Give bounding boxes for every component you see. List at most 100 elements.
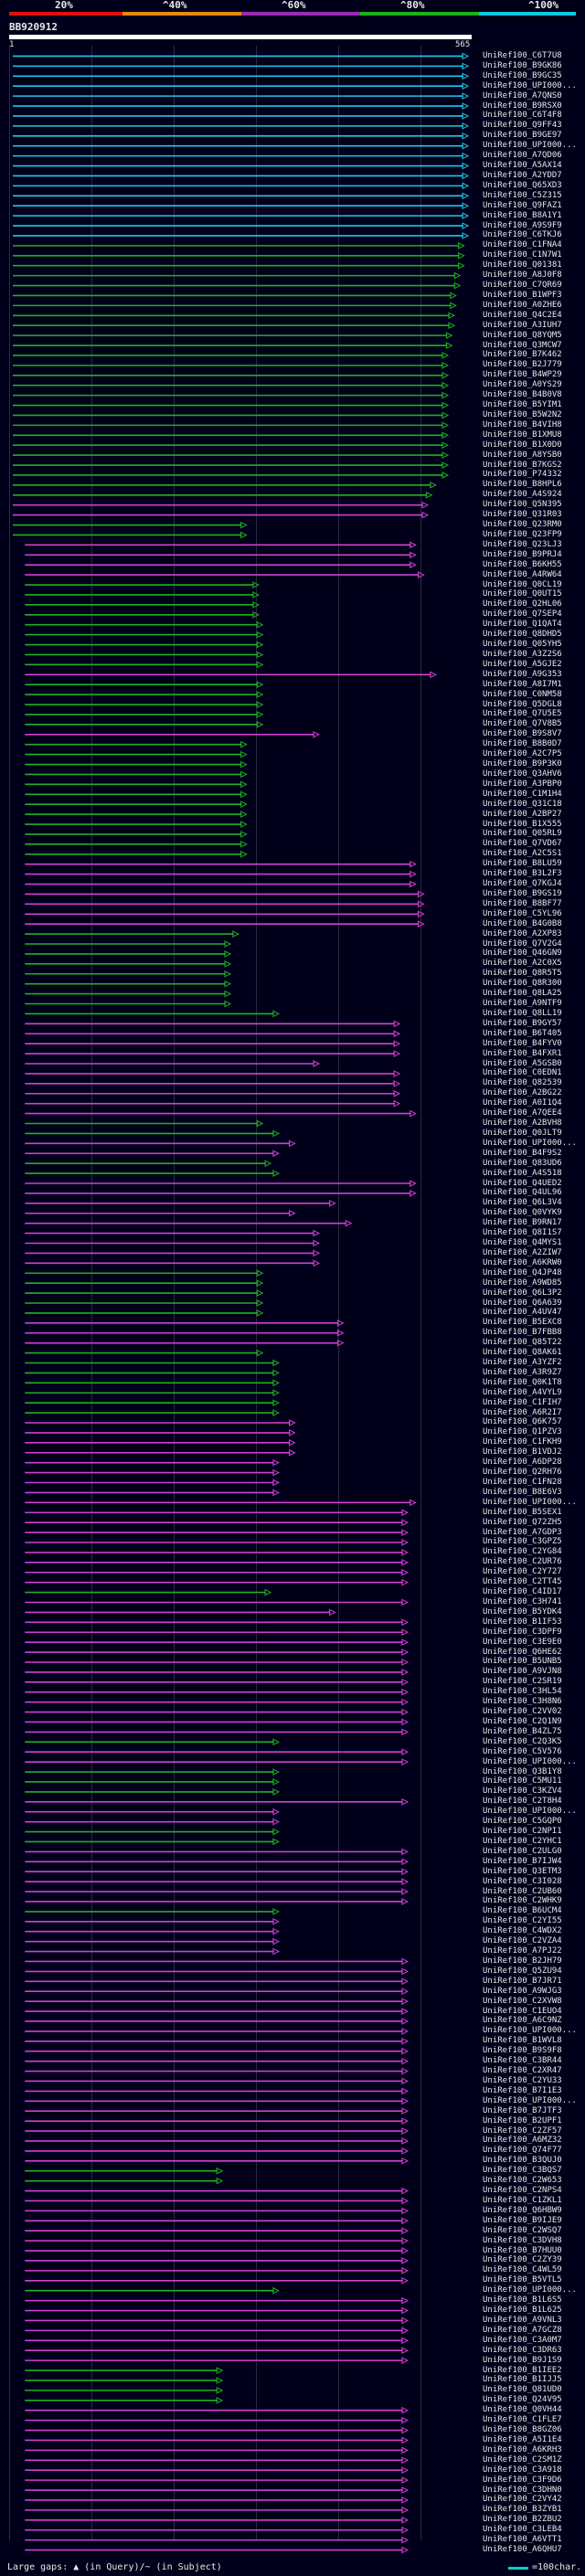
hit-label[interactable]: UniRef100_C1N7W1 <box>483 250 562 260</box>
hit-label[interactable]: UniRef100_C2WHK9 <box>483 1896 562 1906</box>
hit-label[interactable]: UniRef100_C2NPI1 <box>483 1827 562 1837</box>
hit-label[interactable]: UniRef100_A0ZHE6 <box>483 300 562 310</box>
hit-label[interactable]: UniRef100_B1WPF3 <box>483 290 562 300</box>
hit-label[interactable]: UniRef100_C0EDN1 <box>483 1068 562 1078</box>
hit-label[interactable]: UniRef100_A5I1E4 <box>483 2434 562 2444</box>
hit-label[interactable]: UniRef100_A2YDD7 <box>483 170 562 180</box>
hit-label[interactable]: UniRef100_A5GSB0 <box>483 1058 562 1068</box>
hit-label[interactable]: UniRef100_B5W2N2 <box>483 409 562 419</box>
hit-label[interactable]: UniRef100_A4VYL9 <box>483 1387 562 1397</box>
hit-label[interactable]: UniRef100_UPI000... <box>483 80 577 90</box>
hit-label[interactable]: UniRef100_B5EXC8 <box>483 1318 562 1328</box>
hit-label[interactable]: UniRef100_Q1PZV3 <box>483 1427 562 1437</box>
hit-label[interactable]: UniRef100_C4WL59 <box>483 2265 562 2275</box>
hit-label[interactable]: UniRef100_A6DP28 <box>483 1458 562 1468</box>
hit-label[interactable]: UniRef100_UPI000... <box>483 1138 577 1148</box>
hit-label[interactable]: UniRef100_C2NPS4 <box>483 2186 562 2196</box>
hit-label[interactable]: UniRef100_C3F9D6 <box>483 2475 562 2485</box>
hit-label[interactable]: UniRef100_A9WD85 <box>483 1277 562 1288</box>
hit-label[interactable]: UniRef100_Q24V95 <box>483 2395 562 2405</box>
hit-label[interactable]: UniRef100_A9NTF9 <box>483 999 562 1008</box>
hit-label[interactable]: UniRef100_Q7VD67 <box>483 839 562 849</box>
hit-label[interactable]: UniRef100_Q01381 <box>483 260 562 270</box>
hit-label[interactable]: UniRef100_B4F9S2 <box>483 1148 562 1158</box>
hit-label[interactable]: UniRef100_P74332 <box>483 470 562 480</box>
hit-label[interactable]: UniRef100_A4UV47 <box>483 1308 562 1318</box>
hit-label[interactable]: UniRef100_B7FBB8 <box>483 1328 562 1338</box>
hit-label[interactable]: UniRef100_A5GJE2 <box>483 659 562 669</box>
hit-label[interactable]: UniRef100_Q0UT15 <box>483 589 562 599</box>
hit-label[interactable]: UniRef100_B7KGS2 <box>483 460 562 470</box>
hit-label[interactable]: UniRef100_C1M1H4 <box>483 789 562 799</box>
hit-label[interactable]: UniRef100_C3HL54 <box>483 1687 562 1697</box>
hit-label[interactable]: UniRef100_B8A1Y1 <box>483 210 562 220</box>
hit-label[interactable]: UniRef100_C3BR44 <box>483 2056 562 2066</box>
hit-label[interactable]: UniRef100_A6VTT1 <box>483 2535 562 2545</box>
hit-label[interactable]: UniRef100_Q4UL96 <box>483 1188 562 1198</box>
hit-label[interactable]: UniRef100_B4G0B8 <box>483 918 562 928</box>
hit-label[interactable]: UniRef100_UPI000... <box>483 141 577 151</box>
hit-label[interactable]: UniRef100_C2XR47 <box>483 2066 562 2076</box>
hit-label[interactable]: UniRef100_C3LEB4 <box>483 2525 562 2535</box>
hit-label[interactable]: UniRef100_C1FIH7 <box>483 1397 562 1407</box>
hit-label[interactable]: UniRef100_C1ZKL1 <box>483 2195 562 2205</box>
hit-label[interactable]: UniRef100_B4WP29 <box>483 370 562 380</box>
hit-label[interactable]: UniRef100_A6MZ32 <box>483 2136 562 2146</box>
hit-label[interactable]: UniRef100_B9RSX0 <box>483 101 562 111</box>
hit-label[interactable]: UniRef100_C7QR69 <box>483 281 562 291</box>
hit-label[interactable]: UniRef100_C2Y727 <box>483 1567 562 1577</box>
hit-label[interactable]: UniRef100_B1X555 <box>483 819 562 829</box>
hit-label[interactable]: UniRef100_A2BVH8 <box>483 1118 562 1128</box>
hit-label[interactable]: UniRef100_Q23RM0 <box>483 520 562 530</box>
hit-label[interactable]: UniRef100_Q05RL9 <box>483 829 562 839</box>
hit-label[interactable]: UniRef100_A7PJ22 <box>483 1946 562 1956</box>
hit-label[interactable]: UniRef100_B5SEX1 <box>483 1507 562 1517</box>
hit-label[interactable]: UniRef100_B1WVL8 <box>483 2036 562 2046</box>
hit-label[interactable]: UniRef100_Q05YH5 <box>483 640 562 650</box>
hit-label[interactable]: UniRef100_Q7SEP4 <box>483 610 562 620</box>
hit-label[interactable]: UniRef100_C5V576 <box>483 1746 562 1756</box>
hit-label[interactable]: UniRef100_Q8LL19 <box>483 1008 562 1018</box>
hit-label[interactable]: UniRef100_A9WJG3 <box>483 1986 562 1996</box>
hit-label[interactable]: UniRef100_C1FKH9 <box>483 1437 562 1447</box>
hit-label[interactable]: UniRef100_Q8R300 <box>483 979 562 989</box>
hit-label[interactable]: UniRef100_B3L2F3 <box>483 869 562 879</box>
hit-label[interactable]: UniRef100_C3KZV4 <box>483 1786 562 1797</box>
hit-label[interactable]: UniRef100_Q31C18 <box>483 799 562 809</box>
hit-label[interactable]: UniRef100_B8BF77 <box>483 898 562 908</box>
hit-label[interactable]: UniRef100_Q5N395 <box>483 500 562 510</box>
hit-label[interactable]: UniRef100_B9PRJ4 <box>483 549 562 559</box>
hit-label[interactable]: UniRef100_Q6K757 <box>483 1417 562 1427</box>
hit-label[interactable]: UniRef100_C2UB60 <box>483 1886 562 1896</box>
hit-label[interactable]: UniRef100_C5Z315 <box>483 190 562 200</box>
hit-label[interactable]: UniRef100_C2SM1Z <box>483 2454 562 2465</box>
hit-label[interactable]: UniRef100_A2C0X5 <box>483 959 562 969</box>
hit-label[interactable]: UniRef100_C2TT45 <box>483 1577 562 1587</box>
hit-label[interactable]: UniRef100_A8I7M1 <box>483 679 562 689</box>
hit-label[interactable]: UniRef100_B9P3K0 <box>483 759 562 769</box>
hit-label[interactable]: UniRef100_B9S8V7 <box>483 729 562 739</box>
hit-label[interactable]: UniRef100_A3YZF2 <box>483 1357 562 1367</box>
hit-label[interactable]: UniRef100_B4B0V8 <box>483 390 562 400</box>
hit-label[interactable]: UniRef100_A4S924 <box>483 490 562 500</box>
hit-label[interactable]: UniRef100_Q6HBW9 <box>483 2205 562 2215</box>
hit-label[interactable]: UniRef100_B3QUJ0 <box>483 2156 562 2166</box>
hit-label[interactable]: UniRef100_C2YHC1 <box>483 1836 562 1846</box>
hit-label[interactable]: UniRef100_A2ZIW7 <box>483 1247 562 1257</box>
hit-label[interactable]: UniRef100_B8GZ06 <box>483 2425 562 2435</box>
hit-label[interactable]: UniRef100_A9S9F9 <box>483 220 562 230</box>
hit-label[interactable]: UniRef100_Q7V8B5 <box>483 719 562 729</box>
hit-label[interactable]: UniRef100_Q82539 <box>483 1078 562 1088</box>
hit-label[interactable]: UniRef100_C6T4F8 <box>483 111 562 121</box>
hit-label[interactable]: UniRef100_C2VV02 <box>483 1707 562 1717</box>
hit-label[interactable]: UniRef100_C6TKJ6 <box>483 230 562 240</box>
hit-label[interactable]: UniRef100_A6KRH3 <box>483 2444 562 2454</box>
hit-label[interactable]: UniRef100_C2T8H4 <box>483 1797 562 1807</box>
hit-label[interactable]: UniRef100_B9GE97 <box>483 131 562 141</box>
hit-label[interactable]: UniRef100_C1FNA4 <box>483 240 562 250</box>
hit-label[interactable]: UniRef100_Q0VH44 <box>483 2405 562 2415</box>
hit-label[interactable]: UniRef100_C5GQP0 <box>483 1817 562 1827</box>
hit-label[interactable]: UniRef100_Q7KGJ4 <box>483 879 562 888</box>
hit-label[interactable]: UniRef100_C2VY42 <box>483 2495 562 2505</box>
hit-label[interactable]: UniRef100_Q2HL06 <box>483 599 562 610</box>
